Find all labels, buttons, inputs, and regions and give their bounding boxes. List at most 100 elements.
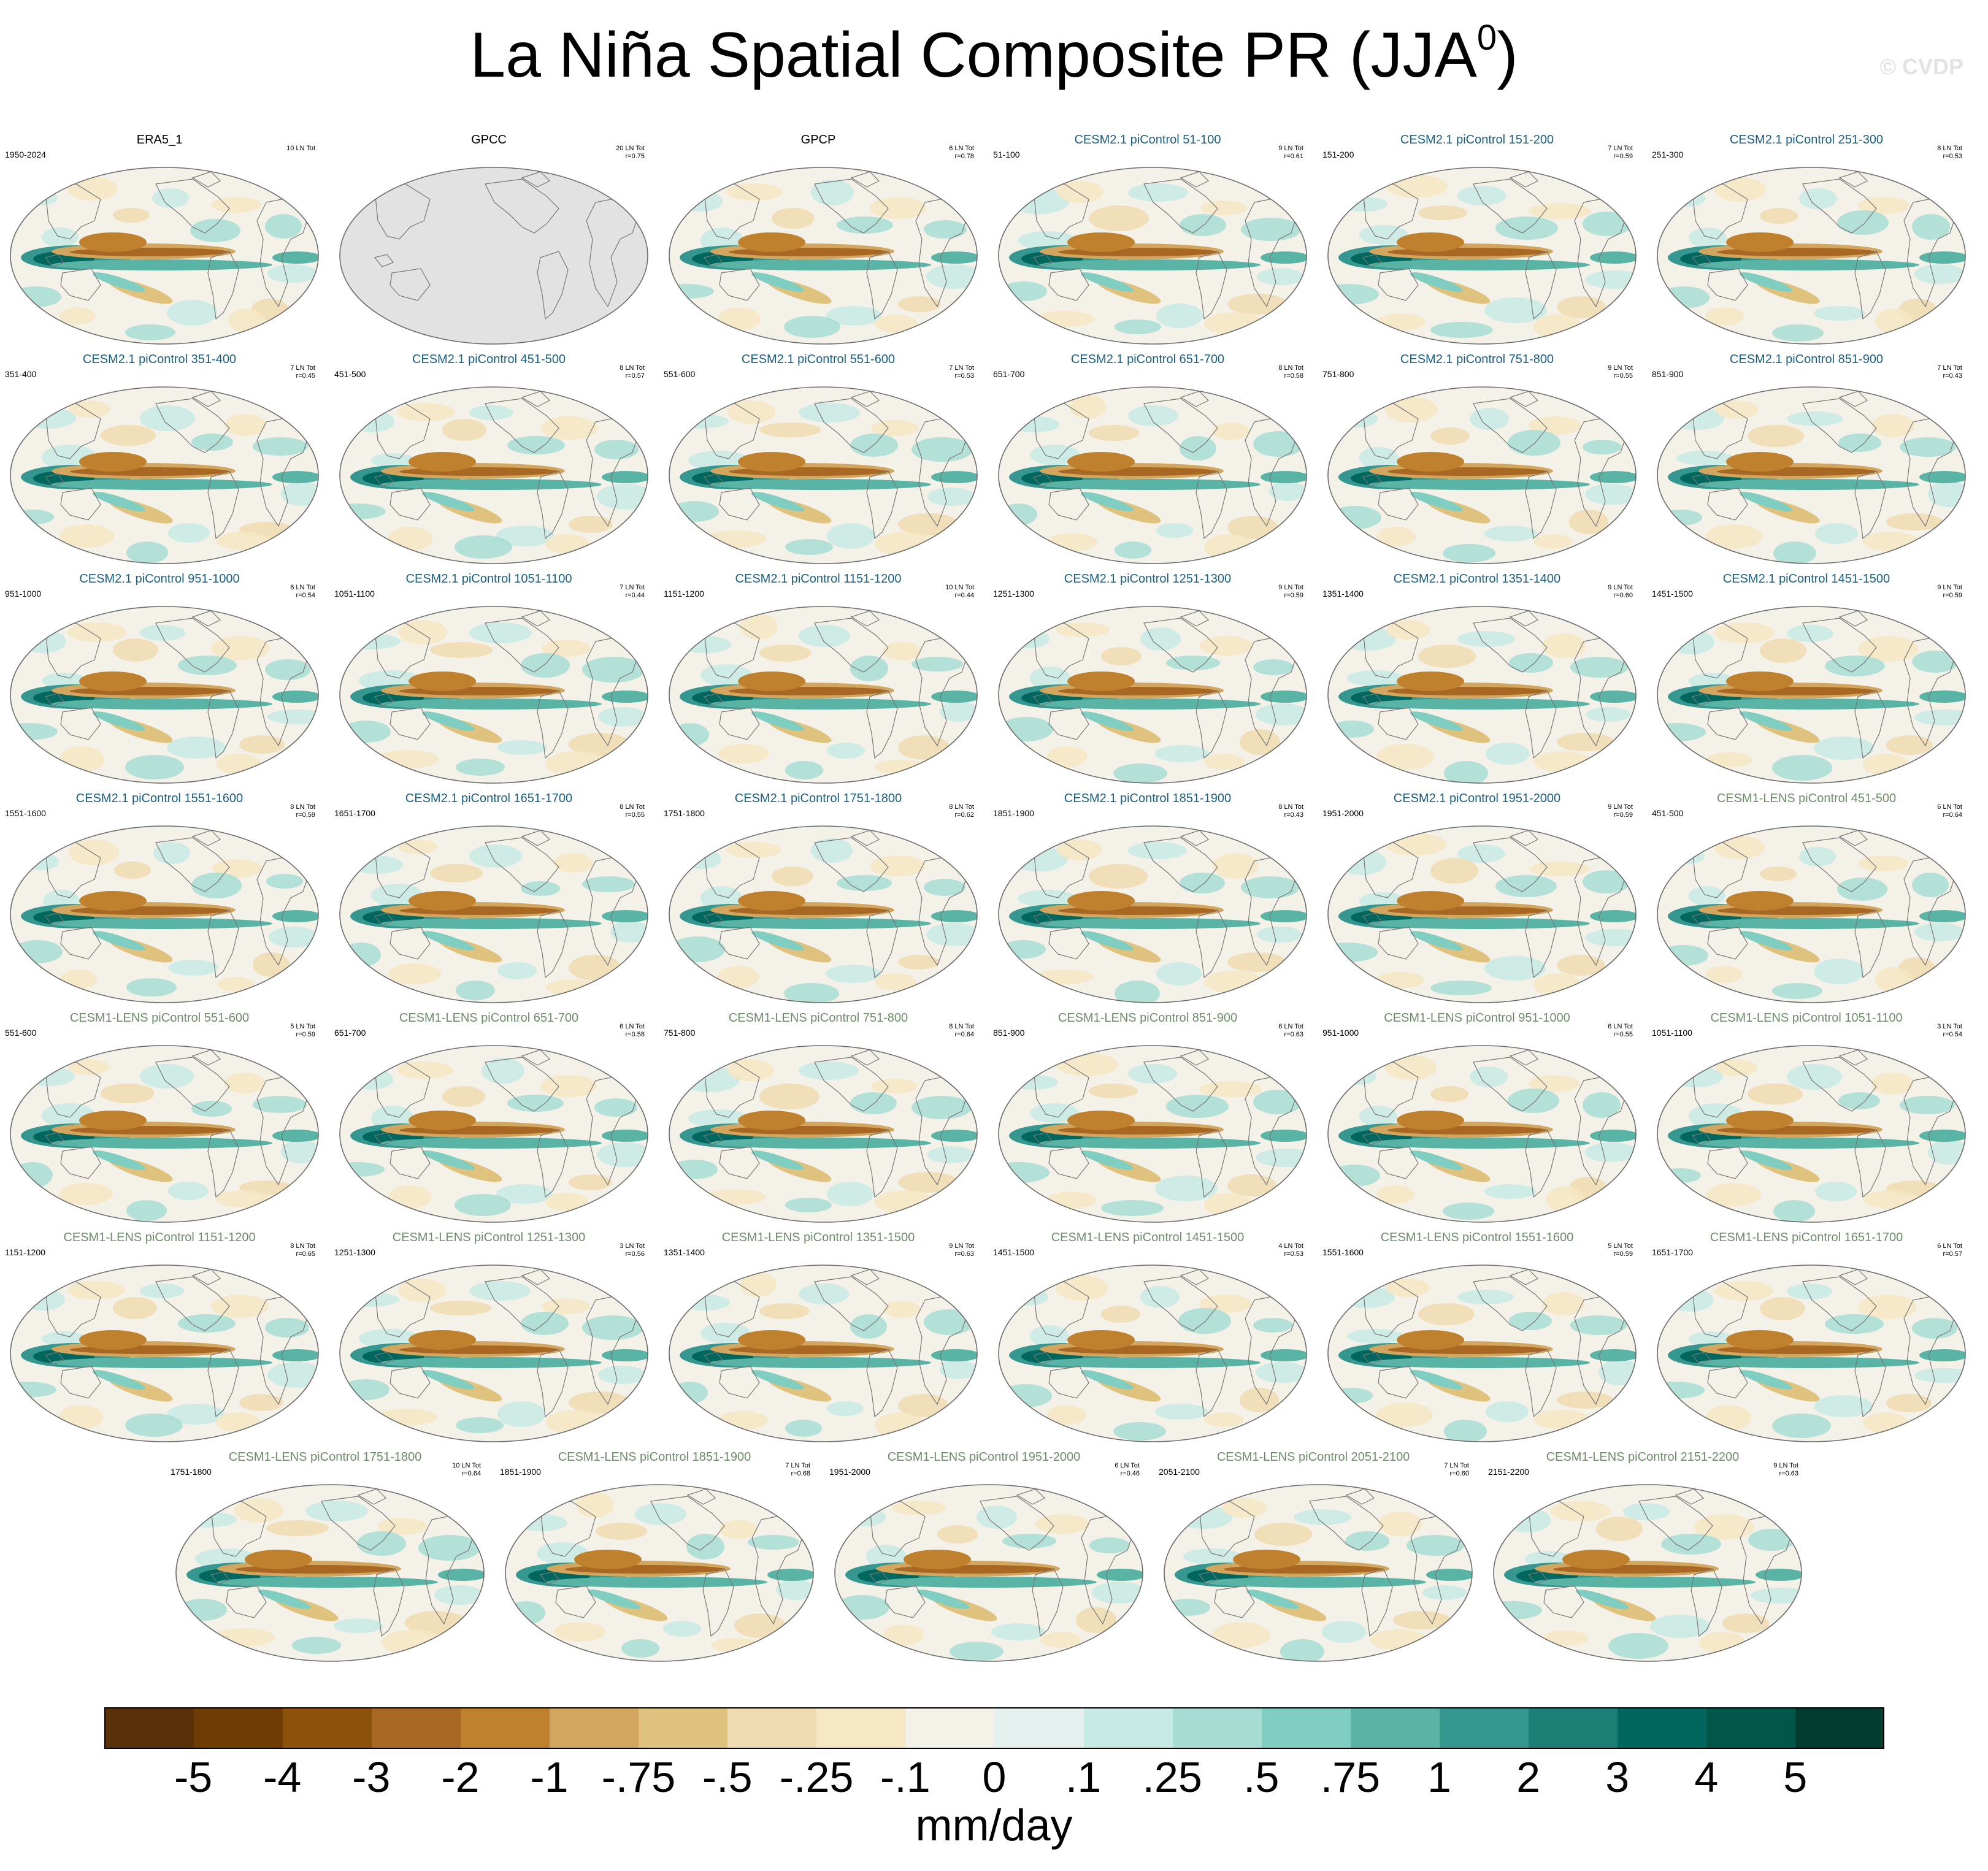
north-pacific-dry-anomaly <box>79 891 147 911</box>
precip-anomaly-patch <box>1422 1585 1467 1600</box>
map-outline <box>1327 1265 1637 1442</box>
precip-anomaly-patch <box>334 1618 383 1633</box>
panel-period: 1951-2000 <box>829 1467 870 1477</box>
map-outline <box>998 386 1307 564</box>
coastline <box>155 1057 230 1112</box>
precip-anomaly-patch <box>125 755 184 779</box>
precip-anomaly-patch <box>21 630 66 653</box>
precip-anomaly-patch <box>1863 532 1919 551</box>
map-outline <box>339 606 648 784</box>
itcz-wet-anomaly <box>217 1577 438 1588</box>
panel-pattern-correlation: r=0.55 <box>1613 1031 1633 1038</box>
precip-anomaly-patch <box>113 208 150 223</box>
itcz-wet-anomaly <box>710 918 931 929</box>
north-pacific-dry-anomaly <box>1233 1550 1300 1569</box>
precip-anomaly-patch <box>1722 1613 1769 1633</box>
panel-stats: 6 LN Tot r=0.57 <box>1937 1242 1962 1258</box>
precip-anomaly-patch <box>497 962 537 979</box>
precip-anomaly-patch <box>1056 1275 1108 1301</box>
precip-anomaly-patch <box>1430 858 1478 884</box>
coastline <box>1378 488 1419 521</box>
precip-anomaly-patch <box>1101 1200 1164 1216</box>
precip-anomaly-patch <box>378 1518 427 1535</box>
precip-anomaly-patch <box>540 1075 597 1097</box>
coastline <box>1195 1129 1227 1198</box>
panel-stats: 8 LN Tot r=0.59 <box>290 803 315 819</box>
coastline <box>1362 183 1419 240</box>
coastline <box>1509 1049 1539 1066</box>
atlantic-wet-anomaly <box>1590 1349 1636 1361</box>
coastline <box>866 909 898 979</box>
precip-anomaly-patch <box>671 723 709 746</box>
coastline <box>704 842 760 898</box>
colorbar-tick-label: -3 <box>352 1753 391 1801</box>
precip-anomaly-patch <box>705 1189 766 1205</box>
precip-anomaly-patch <box>266 1520 329 1536</box>
precip-anomaly-patch <box>1204 534 1254 560</box>
precip-anomaly-patch <box>1508 430 1560 456</box>
coastline <box>850 1269 880 1285</box>
coastline <box>485 1057 559 1112</box>
coastline <box>885 1585 926 1618</box>
panel-title: GPCP <box>800 133 836 147</box>
coastline <box>1854 909 1886 979</box>
precip-anomaly-patch <box>799 1284 849 1304</box>
coastline <box>1527 1571 1548 1585</box>
panel-period: 1451-1500 <box>993 1247 1034 1257</box>
coastline <box>357 1488 387 1505</box>
precip-anomaly-patch <box>101 425 156 446</box>
precip-anomaly-patch <box>870 197 926 219</box>
precip-anomaly-patch <box>1253 1318 1292 1333</box>
coastline <box>1195 690 1227 759</box>
precip-anomaly-patch <box>456 1417 504 1433</box>
precip-anomaly-patch <box>1338 410 1378 427</box>
coastline <box>1048 927 1089 960</box>
panel-title: CESM2.1 piControl 1151-1200 <box>735 572 902 586</box>
panel-stats: 10 LN Tot r=0.64 <box>452 1462 481 1478</box>
north-pacific-dry-anomaly <box>738 1330 805 1350</box>
map-panel: CESM1-LENS piControl 1551-1600 1551-1600 5… <box>1318 1230 1637 1446</box>
itcz-wet-anomaly <box>1040 918 1261 929</box>
coastline <box>1143 1057 1218 1112</box>
robinson-map <box>1164 1484 1473 1662</box>
atlantic-wet-anomaly <box>1590 691 1636 703</box>
panel-stats: 8 LN Tot r=0.58 <box>1278 364 1303 380</box>
itcz-wet-anomaly <box>1369 918 1590 929</box>
precip-anomaly-patch <box>1030 667 1070 690</box>
map-outline <box>998 825 1307 1003</box>
panel-event-count: 5 LN Tot <box>1608 1242 1633 1250</box>
north-pacific-dry-anomaly <box>79 232 147 252</box>
coastline <box>704 622 760 679</box>
robinson-map <box>834 1484 1143 1662</box>
map-outline <box>1657 386 1966 564</box>
panel-stats: 4 LN Tot r=0.53 <box>1278 1242 1303 1258</box>
colorbar-tick-label: .1 <box>1065 1753 1102 1801</box>
map-panel: CESM1-LENS piControl 451-500 451-500 6 LN … <box>1647 791 1966 1007</box>
precip-anomaly-patch <box>455 535 512 559</box>
precip-anomaly-patch <box>663 1621 701 1637</box>
coastline <box>980 1496 1054 1551</box>
panel-title: CESM1-LENS piControl 1151-1200 <box>63 1231 256 1244</box>
precip-anomaly-patch <box>1180 436 1216 461</box>
panel-pattern-correlation: r=0.59 <box>1943 592 1963 599</box>
coastline <box>1525 251 1557 320</box>
precip-anomaly-patch <box>1773 1200 1815 1222</box>
colorbar-segment <box>371 1707 461 1749</box>
precip-anomaly-patch <box>292 1637 341 1654</box>
coastline <box>374 842 431 898</box>
itcz-wet-anomaly <box>1369 698 1590 710</box>
precip-anomaly-patch <box>1814 958 1864 984</box>
coastline <box>1032 1352 1053 1365</box>
map-panel: CESM2.1 piControl 1951-2000 1951-2000 9 LN… <box>1318 791 1637 1007</box>
precip-anomaly-patch <box>1076 1607 1116 1633</box>
precip-anomaly-patch <box>357 1531 406 1556</box>
coastline <box>1143 178 1218 234</box>
north-pacific-dry-anomaly <box>1726 1330 1794 1350</box>
precip-anomaly-patch <box>1322 1621 1366 1643</box>
panel-title: CESM1-LENS piControl 1651-1700 <box>1710 1231 1903 1244</box>
coastline <box>1195 1349 1227 1418</box>
precip-anomaly-patch <box>1773 541 1816 564</box>
robinson-map <box>10 825 319 1003</box>
precip-anomaly-patch <box>1668 1288 1713 1312</box>
precip-anomaly-patch <box>726 183 783 201</box>
